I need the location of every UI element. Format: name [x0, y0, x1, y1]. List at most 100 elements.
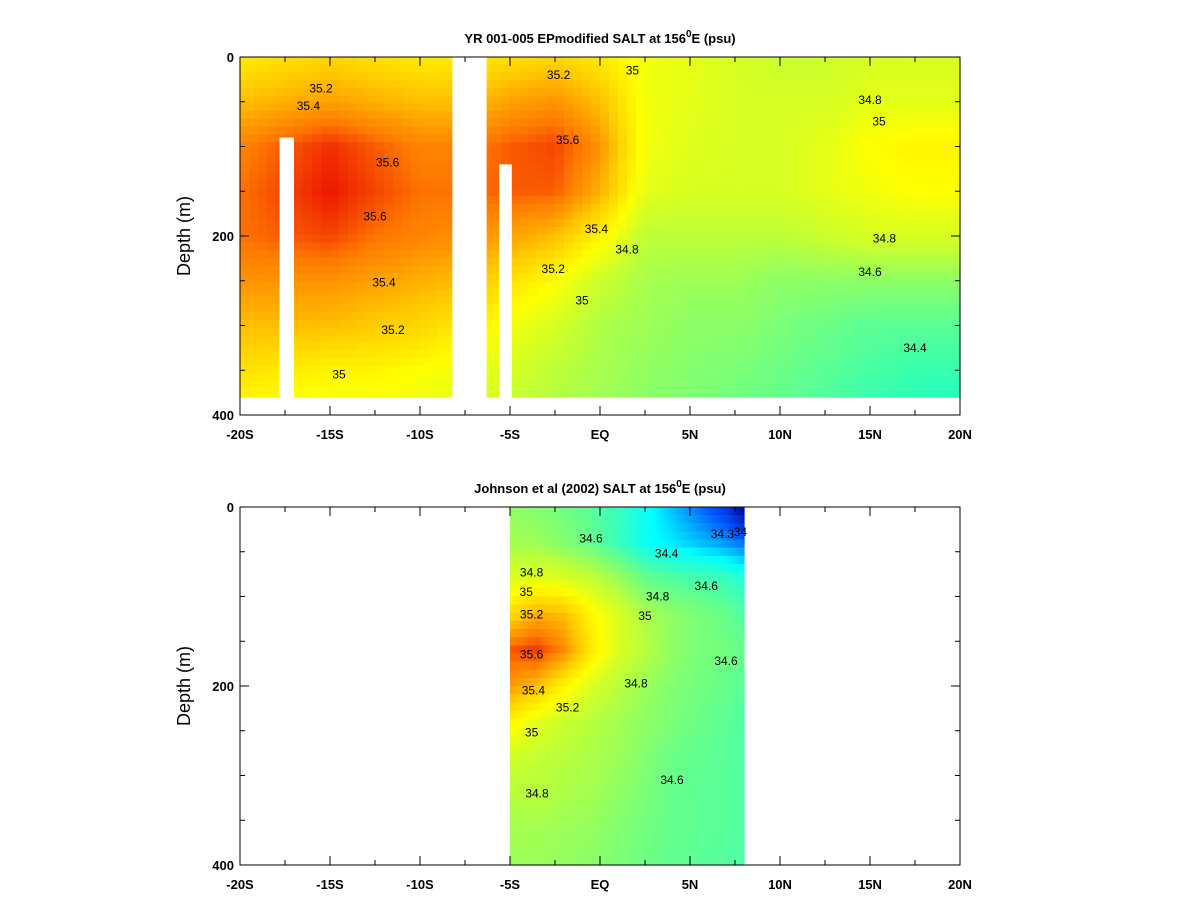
salinity-cell	[285, 80, 295, 89]
salinity-cell	[681, 265, 691, 275]
salinity-cell	[843, 80, 853, 89]
salinity-cell	[303, 165, 313, 174]
salinity-cell	[656, 572, 660, 581]
salinity-cell	[714, 539, 719, 549]
salinity-cell	[303, 296, 313, 305]
salinity-cell	[700, 637, 704, 646]
salinity-cell	[258, 57, 268, 66]
salinity-cell	[483, 288, 493, 298]
salinity-cell	[699, 242, 709, 251]
salinity-cell	[618, 281, 628, 290]
salinity-cell	[942, 172, 952, 182]
salinity-cell	[366, 327, 376, 336]
salinity-cell	[339, 281, 349, 290]
salinity-cell	[627, 523, 631, 533]
salinity-cell	[591, 612, 596, 622]
salinity-cell	[550, 547, 555, 557]
salinity-cell	[681, 242, 691, 251]
salinity-cell	[294, 350, 304, 360]
salinity-cell	[546, 335, 556, 344]
salinity-cell	[447, 72, 457, 81]
salinity-cell	[662, 563, 666, 573]
salinity-cell	[663, 319, 673, 329]
salinity-cell	[942, 103, 952, 112]
salinity-cell	[510, 572, 514, 581]
salinity-cell	[447, 335, 457, 344]
salinity-cell	[600, 288, 610, 298]
salinity-cell	[600, 620, 605, 630]
salinity-cell	[402, 327, 412, 336]
salinity-cell	[654, 319, 664, 329]
salinity-cell	[729, 629, 733, 638]
salinity-cell	[807, 234, 817, 244]
salinity-cell	[555, 118, 565, 128]
salinity-cell	[294, 87, 304, 97]
salinity-cell	[933, 64, 943, 74]
salinity-cell	[366, 172, 376, 182]
salinity-cell	[357, 327, 367, 336]
salinity-cell	[573, 103, 583, 112]
salinity-cell	[662, 523, 666, 533]
salinity-cell	[393, 149, 403, 159]
salinity-cell	[694, 629, 698, 638]
salinity-cell	[258, 342, 268, 352]
salinity-cell	[609, 265, 619, 275]
salinity-cell	[673, 563, 678, 573]
salinity-cell	[717, 219, 727, 228]
salinity-cell	[879, 165, 889, 174]
salinity-cell	[438, 149, 448, 159]
salinity-cell	[720, 572, 725, 581]
salinity-cell	[915, 157, 925, 166]
salinity-cell	[574, 620, 578, 630]
salinity-cell	[393, 103, 403, 112]
salinity-cell	[951, 227, 961, 236]
salinity-cell	[582, 72, 592, 81]
salinity-cell	[699, 335, 709, 344]
salinity-cell	[330, 180, 340, 189]
salinity-cell	[690, 257, 700, 267]
salinity-cell	[915, 358, 925, 367]
salinity-cell	[240, 358, 250, 367]
salinity-cell	[834, 366, 844, 375]
contour-label: 35.4	[372, 276, 396, 290]
salinity-cell	[888, 57, 898, 66]
salinity-cell	[708, 172, 718, 182]
salinity-cell	[562, 531, 567, 541]
salinity-cell	[744, 257, 754, 267]
salinity-cell	[528, 327, 538, 336]
salinity-cell	[897, 203, 907, 213]
salinity-cell	[375, 196, 385, 205]
salinity-cell	[654, 219, 664, 228]
salinity-cell	[771, 172, 781, 182]
salinity-cell	[780, 389, 790, 398]
salinity-cell	[942, 265, 952, 275]
salinity-cell	[906, 304, 916, 313]
salinity-cell	[249, 149, 259, 159]
salinity-cell	[870, 134, 880, 143]
salinity-cell	[697, 596, 701, 606]
salinity-cell	[429, 342, 439, 352]
salinity-cell	[597, 588, 602, 598]
salinity-cell	[663, 219, 673, 228]
salinity-cell	[384, 142, 394, 151]
salinity-cell	[720, 563, 725, 573]
salinity-cell	[915, 327, 925, 336]
salinity-cell	[249, 165, 259, 174]
salinity-cell	[258, 172, 268, 182]
salinity-cell	[662, 507, 666, 516]
salinity-cell	[294, 335, 304, 344]
salinity-cell	[597, 572, 602, 581]
salinity-cell	[420, 319, 430, 329]
salinity-cell	[744, 358, 754, 367]
salinity-cell	[312, 188, 322, 197]
salinity-cell	[663, 180, 673, 189]
salinity-cell	[654, 265, 664, 275]
salinity-cell	[447, 281, 457, 290]
salinity-cell	[249, 64, 259, 74]
salinity-cell	[528, 350, 538, 360]
salinity-cell	[843, 327, 853, 336]
salinity-cell	[654, 172, 664, 182]
salinity-cell	[627, 103, 637, 112]
salinity-cell	[577, 555, 581, 565]
salinity-cell	[339, 64, 349, 74]
